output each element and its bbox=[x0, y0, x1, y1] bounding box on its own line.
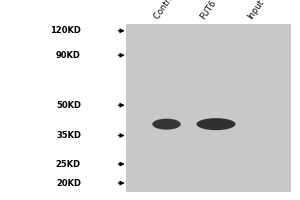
Text: Input: Input bbox=[246, 0, 266, 21]
Ellipse shape bbox=[152, 119, 181, 130]
Text: 120KD: 120KD bbox=[50, 26, 81, 35]
Text: 20KD: 20KD bbox=[56, 179, 81, 188]
Text: 90KD: 90KD bbox=[56, 51, 81, 60]
Ellipse shape bbox=[196, 118, 236, 130]
Text: 25KD: 25KD bbox=[56, 160, 81, 169]
Text: 50KD: 50KD bbox=[56, 101, 81, 110]
Text: 35KD: 35KD bbox=[56, 131, 81, 140]
Text: FUT6: FUT6 bbox=[198, 0, 218, 21]
Text: Control IgG: Control IgG bbox=[153, 0, 188, 21]
Bar bbox=[126, 24, 291, 192]
